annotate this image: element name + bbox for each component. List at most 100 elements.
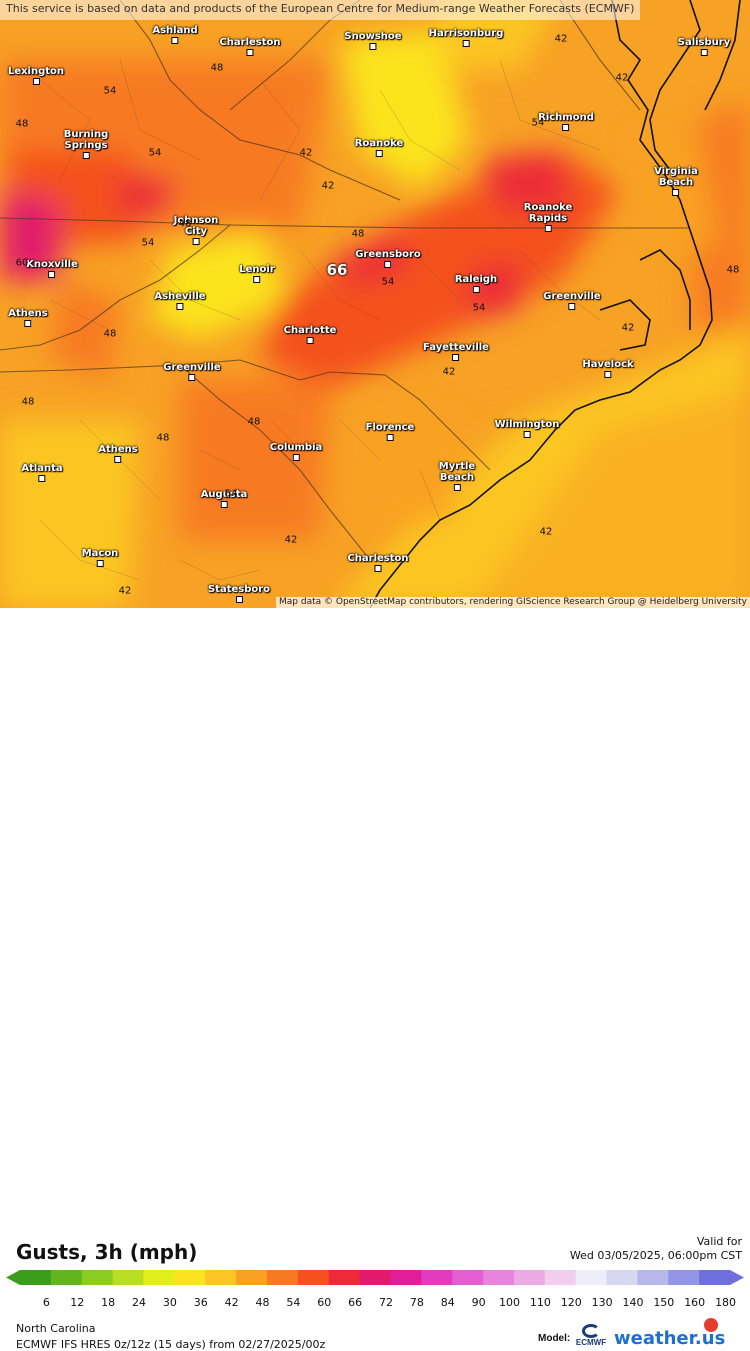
gust-value-label: 48 [156, 432, 170, 444]
city-marker-icon [568, 303, 576, 310]
gust-value-label: 42 [299, 147, 313, 159]
city-marker-icon [700, 49, 708, 56]
city-label: Florence [366, 422, 414, 441]
scale-swatch [81, 1270, 114, 1285]
city-marker-icon [375, 150, 383, 157]
scale-swatch [20, 1270, 52, 1285]
city-label: Havelock [582, 359, 634, 378]
gust-value-label: 48 [726, 264, 740, 276]
city-label: Richmond [538, 112, 594, 131]
gust-value-label: 42 [621, 322, 635, 334]
gust-value-label: 48 [103, 328, 117, 340]
valid-time: Valid for Wed 03/05/2025, 06:00pm CST [570, 1235, 742, 1263]
city-marker-icon [235, 596, 243, 603]
city-label: Roanoke [355, 138, 403, 157]
color-scale-bar [6, 1270, 744, 1285]
scale-tick-label: 84 [440, 1296, 455, 1309]
city-label: Athens [98, 444, 138, 463]
city-marker-icon [188, 374, 196, 381]
gust-value-label: 54 [103, 85, 117, 97]
scale-swatch [668, 1270, 700, 1285]
city-marker-icon [292, 454, 300, 461]
ecmwf-logo-icon [582, 1324, 600, 1338]
scale-swatch [50, 1270, 83, 1285]
city-marker-icon [452, 354, 460, 361]
city-marker-icon [462, 40, 470, 47]
valid-datetime: Wed 03/05/2025, 06:00pm CST [569, 1249, 742, 1262]
city-marker-icon [82, 152, 90, 159]
peak-value-label: 66 [326, 261, 348, 279]
city-marker-icon [306, 337, 314, 344]
city-label: Raleigh [455, 274, 497, 293]
city-label: Burning Springs [64, 129, 108, 159]
scale-swatch [575, 1270, 608, 1285]
city-label: Fayetteville [423, 342, 489, 361]
city-marker-icon [38, 475, 46, 482]
scale-tick-label: 54 [286, 1296, 301, 1309]
city-marker-icon [114, 456, 122, 463]
city-label: Charleston [347, 553, 409, 572]
city-marker-icon [96, 560, 104, 567]
scale-tick-label: 6 [42, 1296, 50, 1309]
city-label: Atlanta [21, 463, 63, 482]
city-label: Greenville [543, 291, 601, 310]
city-label: Athens [8, 308, 48, 327]
scale-swatch [297, 1270, 330, 1285]
city-marker-icon [220, 501, 228, 508]
map-title: Gusts, 3h (mph) [16, 1240, 198, 1264]
scale-tick-label: 160 [684, 1296, 706, 1309]
scale-swatch [266, 1270, 299, 1285]
gust-value-label: 54 [148, 147, 162, 159]
region-name: North Carolina [16, 1322, 96, 1335]
gust-value-label: 42 [442, 366, 456, 378]
brand-logo[interactable]: weather.us [614, 1328, 726, 1349]
scale-swatch [699, 1270, 731, 1285]
city-label: Knoxville [26, 259, 78, 278]
scale-swatch [205, 1270, 237, 1285]
scale-swatch [513, 1270, 546, 1285]
scale-swatch [637, 1270, 669, 1285]
city-marker-icon [48, 271, 56, 278]
gust-map[interactable]: This service is based on data and produc… [0, 0, 750, 608]
city-label: Asheville [154, 291, 206, 310]
gust-value-label: 42 [284, 534, 298, 546]
city-marker-icon [176, 303, 184, 310]
city-marker-icon [386, 434, 394, 441]
city-label: Greensboro [355, 249, 421, 268]
city-label: Columbia [270, 442, 322, 461]
city-marker-icon [32, 78, 40, 85]
city-label: Salisbury [678, 37, 730, 56]
valid-label: Valid for [696, 1235, 742, 1248]
scale-swatch [452, 1270, 484, 1285]
city-label: Johnson City [174, 215, 218, 245]
gust-value-label: 48 [351, 228, 365, 240]
city-label: Roanoke Rapids [524, 202, 572, 232]
scale-swatch [483, 1270, 515, 1285]
scale-swatch [390, 1270, 422, 1285]
city-marker-icon [523, 431, 531, 438]
scale-swatch [606, 1270, 638, 1285]
city-label: Lexington [8, 66, 64, 85]
scale-swatch [143, 1270, 175, 1285]
model-info: ECMWF IFS HRES 0z/12z (15 days) from 02/… [16, 1338, 326, 1351]
scale-tick-label: 72 [379, 1296, 393, 1309]
map-canvas [0, 0, 750, 608]
coastline [369, 0, 741, 608]
ecmwf-logo-text: ECMWF [575, 1338, 607, 1347]
map-attribution[interactable]: Map data © OpenStreetMap contributors, r… [276, 597, 750, 608]
model-label: Model: [538, 1333, 571, 1344]
gust-value-label: 48 [15, 118, 29, 130]
scale-tick-label: 36 [193, 1296, 208, 1309]
city-label: Charlotte [284, 325, 336, 344]
city-marker-icon [453, 484, 461, 491]
scale-swatch [174, 1270, 206, 1285]
scale-tick-label: 12 [70, 1296, 85, 1309]
scale-max-arrow-icon [730, 1270, 744, 1285]
scale-tick-label: 100 [498, 1296, 520, 1309]
gust-value-label: 42 [321, 180, 335, 192]
gust-value-label: 48 [210, 62, 224, 74]
city-marker-icon [246, 49, 254, 56]
city-label: Wilmington [495, 419, 559, 438]
scale-tick-label: 42 [224, 1296, 239, 1309]
city-label: Ashland [152, 25, 198, 44]
